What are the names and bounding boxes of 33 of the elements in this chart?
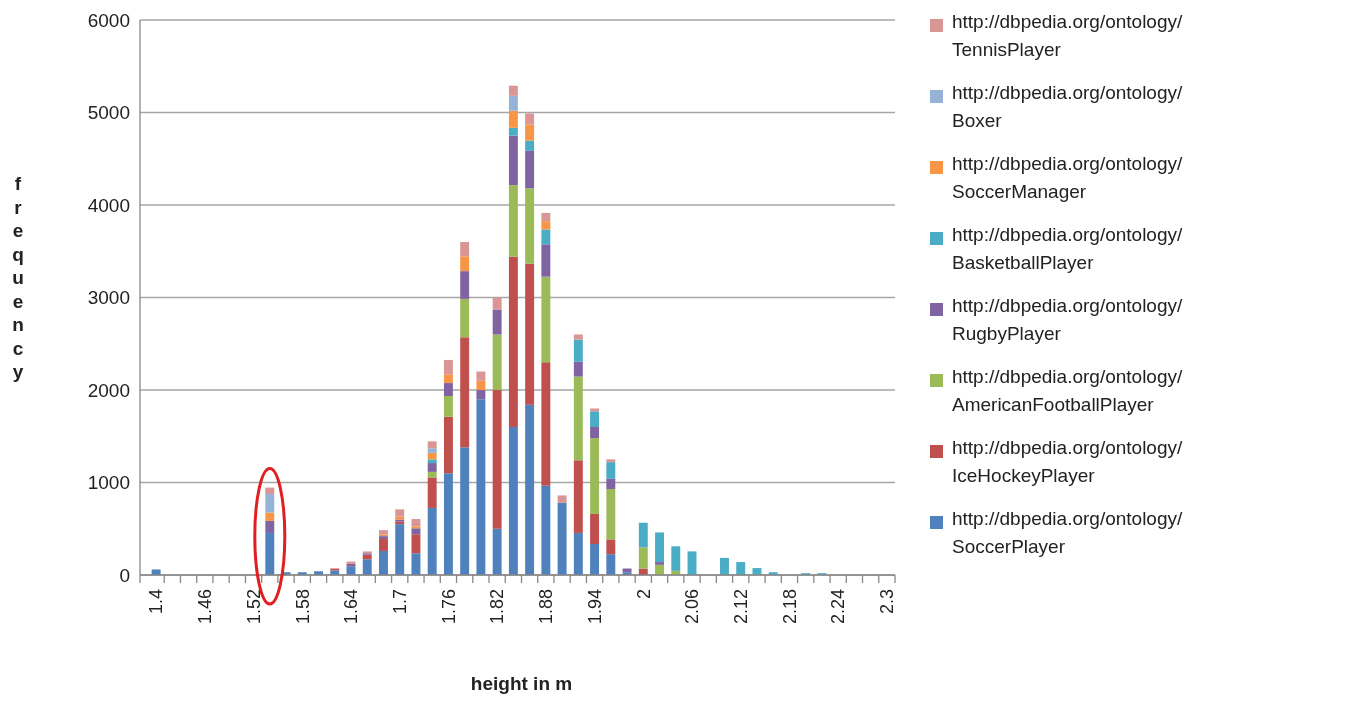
x-tick-label: 1.94 bbox=[584, 589, 605, 625]
x-tick-label: 2.18 bbox=[779, 589, 800, 625]
legend-label: http://dbpedia.org/ontology/TennisPlayer bbox=[952, 11, 1183, 60]
y-tick-label: 0 bbox=[119, 564, 130, 586]
legend-label: http://dbpedia.org/ontology/AmericanFootballPlayer bbox=[952, 366, 1183, 415]
text: frequency bbox=[12, 173, 24, 382]
y-tick-label: 4000 bbox=[87, 194, 130, 216]
y-tick-label: 6000 bbox=[87, 9, 130, 31]
x-tick-label: 1.64 bbox=[341, 589, 362, 625]
x-tick-label: 2.3 bbox=[877, 589, 898, 615]
legend-label: http://dbpedia.org/ontology/SoccerPlayer bbox=[952, 508, 1183, 557]
x-tick-label: 1.82 bbox=[487, 589, 508, 625]
y-tick-label: 2000 bbox=[87, 379, 130, 401]
legend-label: http://dbpedia.org/ontology/BasketballPlayer bbox=[952, 224, 1183, 273]
x-tick-label: 1.7 bbox=[390, 589, 411, 615]
x-tick-label: 2 bbox=[633, 589, 654, 600]
legend-label: http://dbpedia.org/ontology/SoccerManager bbox=[952, 153, 1183, 202]
x-tick-label: 1.88 bbox=[536, 589, 557, 625]
x-tick-label: 1.46 bbox=[195, 589, 216, 625]
legend-label: http://dbpedia.org/ontology/RugbyPlayer bbox=[952, 295, 1183, 344]
y-tick-label: 1000 bbox=[87, 472, 130, 494]
y-tick-label: 3000 bbox=[87, 287, 130, 309]
x-tick-label: 1.58 bbox=[292, 589, 313, 625]
legend-label: http://dbpedia.org/ontology/IceHockeyPlayer bbox=[952, 437, 1183, 486]
x-axis-title: height in m bbox=[470, 673, 573, 694]
x-tick-label: 1.76 bbox=[438, 589, 459, 625]
x-tick-label: 2.12 bbox=[731, 589, 752, 625]
y-tick-label: 5000 bbox=[87, 102, 130, 124]
x-tick-label: 2.06 bbox=[682, 589, 703, 625]
x-tick-label: 1.52 bbox=[243, 589, 264, 625]
legend-label: http://dbpedia.org/ontology/Boxer bbox=[952, 82, 1183, 131]
x-tick-label: 2.24 bbox=[828, 589, 849, 625]
x-tick-label: 1.4 bbox=[146, 589, 167, 615]
